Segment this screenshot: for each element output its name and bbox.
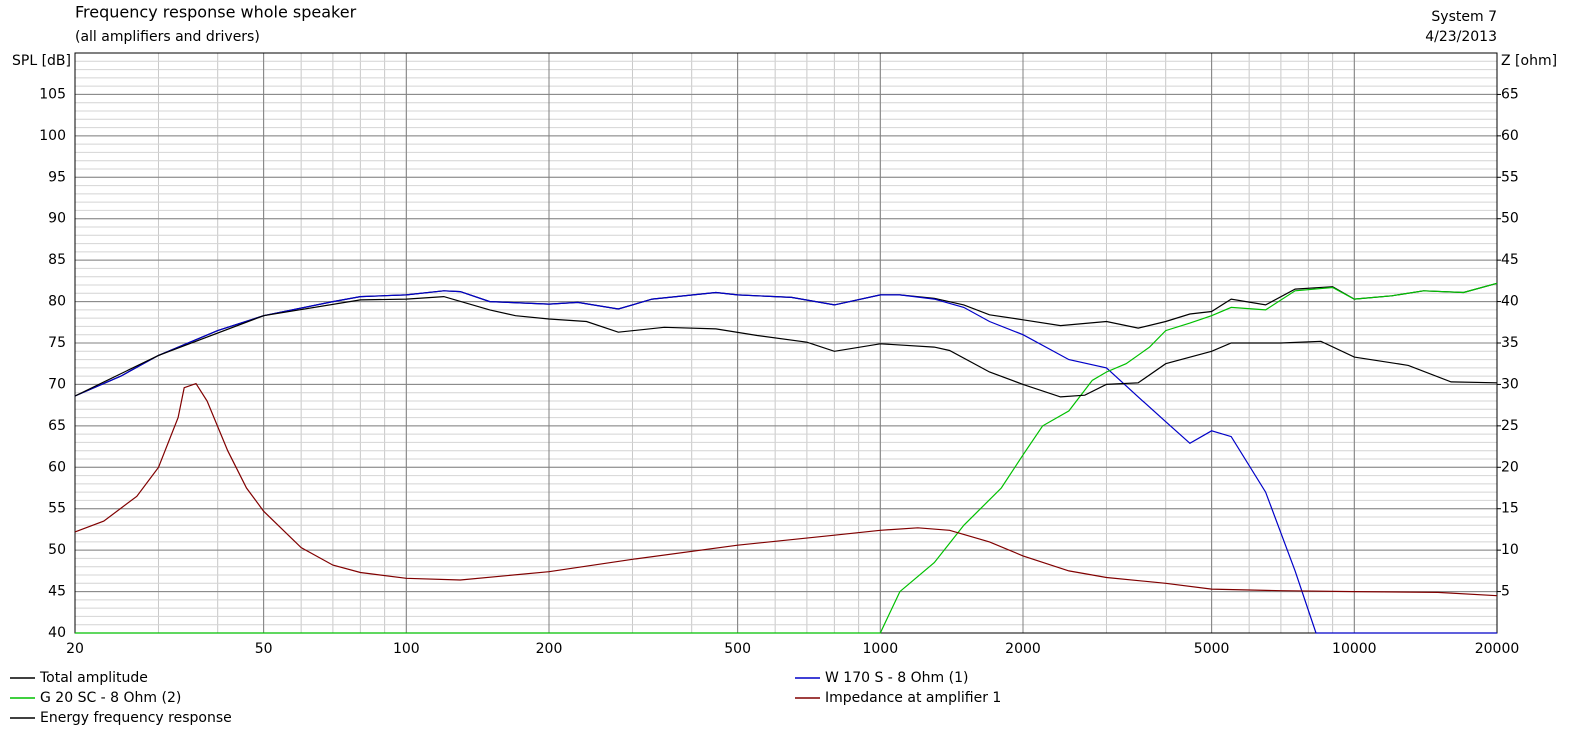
x-tick-label: 20000 <box>1475 641 1520 657</box>
x-tick-label: 100 <box>393 641 420 657</box>
x-tick-label: 200 <box>536 641 563 657</box>
annotation: System 7 <box>1431 9 1497 25</box>
y2-tick-label: 65 <box>1501 86 1519 102</box>
x-tick-label: 2000 <box>1005 641 1041 657</box>
y-tick-label: 60 <box>48 459 66 475</box>
y2-tick-label: 30 <box>1501 376 1519 392</box>
legend-label: G 20 SC - 8 Ohm (2) <box>40 690 181 706</box>
chart-subtitle: (all amplifiers and drivers) <box>75 29 260 45</box>
y-tick-label: 80 <box>48 294 66 310</box>
y2-tick-label: 15 <box>1501 501 1519 517</box>
legend-label: W 170 S - 8 Ohm (1) <box>825 670 968 686</box>
x-tick-label: 20 <box>66 641 84 657</box>
y-tick-label: 50 <box>48 542 66 558</box>
y-tick-label: 40 <box>48 625 66 641</box>
series-line <box>74 290 1497 634</box>
y-tick-label: 105 <box>39 86 66 102</box>
legend-label: Total amplitude <box>39 670 148 686</box>
y-tick-label: 95 <box>48 169 66 185</box>
y2-tick-label: 35 <box>1501 335 1519 351</box>
x-tick-label: 5000 <box>1194 641 1230 657</box>
x-tick-label: 1000 <box>862 641 898 657</box>
chart-title: Frequency response whole speaker <box>75 3 357 22</box>
series-line <box>74 295 1498 398</box>
y-tick-label: 100 <box>39 128 66 144</box>
y2-tick-label: 25 <box>1501 418 1519 434</box>
series-line <box>74 382 1498 597</box>
y2-axis-label: Z [ohm] <box>1501 53 1557 69</box>
y2-tick-label: 60 <box>1501 128 1519 144</box>
y2-tick-label: 55 <box>1501 169 1519 185</box>
legend-label: Energy frequency response <box>40 710 232 726</box>
x-tick-label: 50 <box>255 641 273 657</box>
y-tick-label: 75 <box>48 335 66 351</box>
y-tick-label: 45 <box>48 584 66 600</box>
y-tick-label: 85 <box>48 252 66 268</box>
series-line <box>75 282 1498 634</box>
y-tick-label: 65 <box>48 418 66 434</box>
y2-tick-label: 10 <box>1501 542 1519 558</box>
y-tick-label: 90 <box>48 211 66 227</box>
y-axis-label: SPL [dB] <box>12 53 71 69</box>
y2-tick-label: 45 <box>1501 252 1519 268</box>
legend-label: Impedance at amplifier 1 <box>825 690 1001 706</box>
y-tick-label: 70 <box>48 376 66 392</box>
y-tick-label: 55 <box>48 501 66 517</box>
x-tick-label: 500 <box>724 641 751 657</box>
y2-tick-label: 50 <box>1501 211 1519 227</box>
x-tick-label: 10000 <box>1332 641 1377 657</box>
y2-tick-label: 40 <box>1501 294 1519 310</box>
y2-tick-label: 5 <box>1501 584 1510 600</box>
annotation: 4/23/2013 <box>1425 29 1497 45</box>
y2-tick-label: 20 <box>1501 459 1519 475</box>
